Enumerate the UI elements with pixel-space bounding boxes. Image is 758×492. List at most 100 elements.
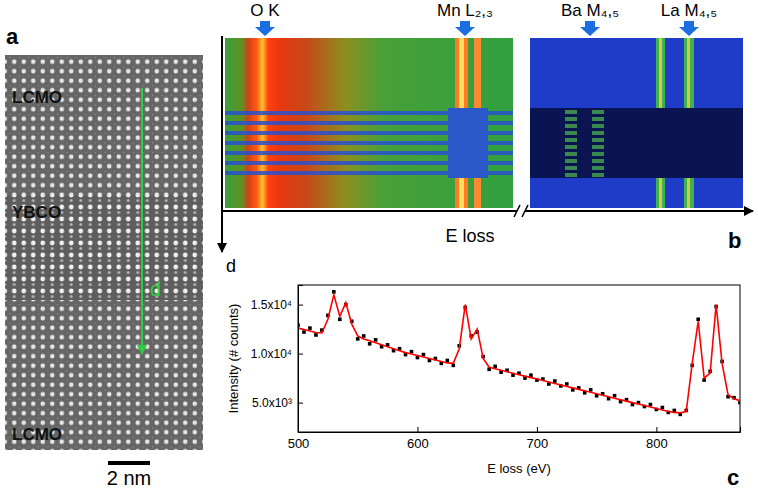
axis-break [514,205,520,217]
panel-b: O K Mn L₂,₃ Ba M₄,₅ La M₄,₅ E loss d b [222,1,753,276]
data-point [308,326,312,330]
spectrum-image [565,117,577,121]
tick-mark [298,305,303,306]
tick-label: 5.0x10³ [252,396,292,410]
spectrum-image [565,159,577,163]
x-tick: 600 [407,427,429,451]
edge-label: Ba M₄,₅ [561,1,619,20]
axis-title: E loss [445,226,494,246]
spectrum-image [565,138,577,142]
spectrum-image [592,173,604,177]
edge-label: La M₄,₅ [661,1,717,20]
panel-c: 500 600 700 800 5.0x10³ 1.0x10⁴ 1.5x10⁴ E loss … [226,285,742,490]
spectrum-image [687,178,690,208]
x-tick: 800 [646,427,668,451]
spectrum-image [455,38,468,108]
data-point [696,318,700,322]
tick-label: 500 [288,436,310,451]
tick-mark [298,354,303,355]
spectrum-image [565,152,577,156]
profile-arrow [141,88,143,354]
spectrum-image [592,117,604,121]
y-tick: 1.5x10⁴ [251,298,303,312]
tick-label: 800 [646,436,668,451]
spectrum-image [592,152,604,156]
spectrum-image [659,178,662,208]
data-point [362,334,366,338]
panel-letter: c [727,465,739,490]
data-point [649,403,653,407]
data-point [368,342,372,346]
spectrum-image [530,38,743,208]
data-point [302,330,306,334]
panel-letter: b [728,228,741,253]
data-point [374,338,378,342]
x-tick: 700 [527,427,549,451]
spectrum-image [565,173,577,177]
spectrum-image [565,145,577,149]
edge-arrow [679,21,699,36]
scale-bar-label: 2 nm [107,467,151,489]
panel-a: aLCMOYBCOLCMOd2 nm [5,24,203,489]
spectrum-image [656,38,665,108]
y-tick: 5.0x10³ [252,396,303,410]
tick-label: 600 [407,436,429,451]
spectrum-image [592,124,604,128]
axis-title: d [226,256,236,276]
data-point [565,382,569,386]
data-point [553,379,557,383]
spectrum-image [684,38,694,108]
spectrum-image [592,131,604,135]
spectrum-image [565,110,577,114]
tick-label: 1.5x10⁴ [251,298,292,312]
edge-arrow [455,21,475,36]
tick-mark [417,427,418,432]
data-point [446,359,450,363]
spectrum-image [530,108,743,178]
layer-label: LCMO [12,88,62,107]
spectrum-image [565,131,577,135]
profile-label: d [150,278,161,300]
x-axis: 500 600 700 800 [288,427,741,451]
spectrum-image [225,38,513,208]
spectrum-image [684,178,694,208]
axis-arrow [525,210,753,212]
tick-mark [298,403,303,404]
y-axis: 5.0x10³ 1.0x10⁴ 1.5x10⁴ [251,286,303,433]
tick-label: 1.0x10⁴ [251,347,292,361]
y-axis-line [299,286,304,433]
spectrum-image [592,145,604,149]
spectrum-image [687,38,690,108]
stem-image [5,195,203,300]
y-axis-title: Intensity (# counts) [226,304,241,414]
x-axis-line [299,427,741,433]
spectrum-image [592,166,604,170]
fit-line [298,295,740,413]
stem-image [5,55,203,195]
axis-break [522,205,528,217]
spectrum-image [592,138,604,142]
data-point [356,337,360,341]
spectrum-image [448,108,488,178]
spectrum-image [592,159,604,163]
plot-frame [298,285,740,432]
data-point [314,333,318,337]
x-axis-title: E loss (eV) [487,461,551,476]
data-point [613,394,617,398]
edge-label: O K [250,1,280,20]
tick-mark [656,427,657,432]
spectrum-image [455,178,468,208]
spectrum-image [459,178,464,208]
edge-label: Mn L₂,₃ [437,1,493,20]
spectrum-image [565,124,577,128]
tick-label: 700 [527,436,549,451]
spectrum-image [565,166,577,170]
spectrum-image [592,110,604,114]
axis-arrow [221,36,223,252]
panel-letter: a [6,24,19,49]
spectrum-image [659,38,662,108]
scale-bar [108,461,150,465]
edge-arrow [580,21,600,36]
spectrum-image [459,38,464,108]
layer-label: YBCO [12,203,61,222]
